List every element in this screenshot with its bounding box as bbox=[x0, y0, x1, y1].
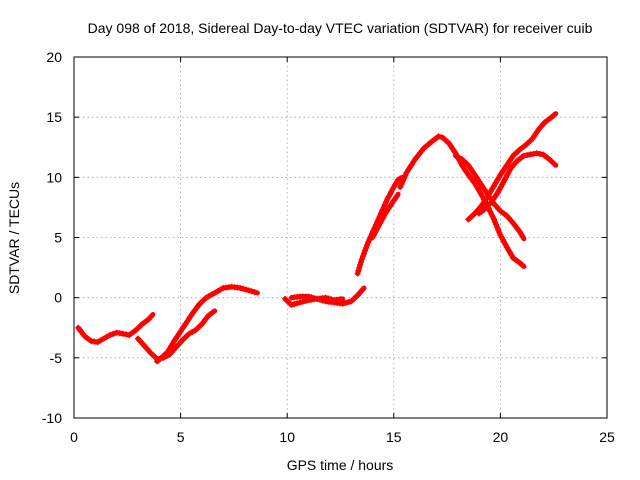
data-point bbox=[328, 296, 335, 303]
data-point bbox=[110, 330, 117, 337]
data-point bbox=[308, 294, 315, 301]
data-point bbox=[361, 250, 367, 257]
data-point bbox=[402, 172, 409, 179]
data-point bbox=[393, 193, 400, 200]
data-series-arc-8 bbox=[397, 133, 527, 269]
data-point bbox=[248, 288, 255, 295]
data-point bbox=[358, 259, 364, 265]
x-tick-label: 5 bbox=[177, 429, 185, 445]
data-point bbox=[336, 296, 343, 303]
data-series-arc-5 bbox=[288, 293, 346, 304]
data-point bbox=[357, 261, 364, 268]
y-tick-label: 20 bbox=[46, 49, 62, 65]
axis-ticks: 0 5 10 15 20 25 -10 -5 0 5 10 15 20 bbox=[42, 49, 615, 445]
data-point bbox=[147, 313, 154, 320]
data-point bbox=[363, 244, 370, 251]
data-point bbox=[240, 285, 247, 292]
data-point bbox=[299, 298, 306, 305]
data-point bbox=[435, 133, 442, 140]
data-series-arc-11 bbox=[476, 150, 559, 217]
data-series-arc-1 bbox=[75, 312, 156, 346]
data-point bbox=[251, 289, 258, 296]
grid bbox=[74, 57, 607, 418]
data-point bbox=[401, 175, 407, 182]
y-axis-label: SDTVAR / TECUs bbox=[6, 182, 22, 294]
data-point bbox=[550, 112, 557, 119]
data-point bbox=[380, 204, 387, 211]
data-point bbox=[104, 333, 110, 340]
data-point bbox=[345, 299, 352, 306]
data-point bbox=[288, 301, 295, 308]
data-point bbox=[358, 256, 365, 263]
data-point bbox=[209, 309, 216, 316]
data-point bbox=[383, 198, 390, 205]
data-point bbox=[294, 300, 301, 307]
data-point bbox=[100, 335, 107, 342]
data-point bbox=[397, 184, 404, 190]
data-series-arc-7 bbox=[369, 191, 401, 241]
x-tick-label: 20 bbox=[493, 429, 509, 445]
data-point bbox=[339, 300, 346, 307]
y-tick-label: 0 bbox=[54, 290, 62, 306]
data-point bbox=[518, 261, 525, 268]
x-tick-label: 0 bbox=[70, 429, 78, 445]
data-point bbox=[452, 152, 459, 159]
data-point bbox=[237, 285, 244, 291]
x-tick-label: 25 bbox=[599, 429, 615, 445]
data-point bbox=[399, 178, 406, 185]
data-point bbox=[381, 201, 388, 208]
x-tick-label: 10 bbox=[279, 429, 295, 445]
data-point bbox=[97, 337, 104, 344]
data-point bbox=[491, 216, 497, 223]
data-point bbox=[297, 299, 303, 306]
data-point bbox=[455, 154, 462, 161]
x-tick-label: 15 bbox=[386, 429, 402, 445]
data-series-arc-3 bbox=[154, 283, 260, 365]
data-point bbox=[291, 301, 298, 308]
data-point bbox=[519, 233, 526, 240]
data-point bbox=[359, 253, 366, 260]
data-point bbox=[186, 330, 193, 337]
data-layer bbox=[75, 111, 559, 365]
data-point bbox=[305, 293, 312, 300]
data-point bbox=[107, 332, 114, 338]
y-tick-label: -5 bbox=[50, 350, 63, 366]
y-tick-label: 15 bbox=[46, 109, 62, 125]
data-point bbox=[189, 329, 196, 335]
data-point bbox=[243, 286, 249, 293]
data-point bbox=[94, 339, 101, 346]
data-series-arc-10 bbox=[465, 111, 559, 223]
data-point bbox=[355, 267, 362, 274]
y-tick-label: 5 bbox=[54, 230, 62, 246]
x-axis-label: GPS time / hours bbox=[287, 457, 394, 473]
data-point bbox=[365, 239, 372, 246]
data-point bbox=[550, 160, 557, 167]
data-point bbox=[487, 208, 494, 215]
data-point bbox=[364, 242, 371, 249]
data-point bbox=[362, 247, 368, 254]
data-point bbox=[358, 287, 365, 294]
data-point bbox=[398, 181, 405, 188]
chart-title: Day 098 of 2018, Sidereal Day-to-day VTE… bbox=[88, 20, 593, 36]
y-tick-label: -10 bbox=[42, 410, 62, 426]
plot-frame bbox=[73, 56, 608, 419]
data-point bbox=[322, 294, 329, 301]
data-point bbox=[325, 295, 332, 302]
data-point bbox=[311, 295, 318, 302]
data-point bbox=[354, 270, 361, 277]
data-point bbox=[342, 299, 349, 306]
data-point bbox=[356, 264, 363, 271]
y-tick-label: 10 bbox=[46, 169, 62, 185]
data-point bbox=[245, 287, 252, 294]
